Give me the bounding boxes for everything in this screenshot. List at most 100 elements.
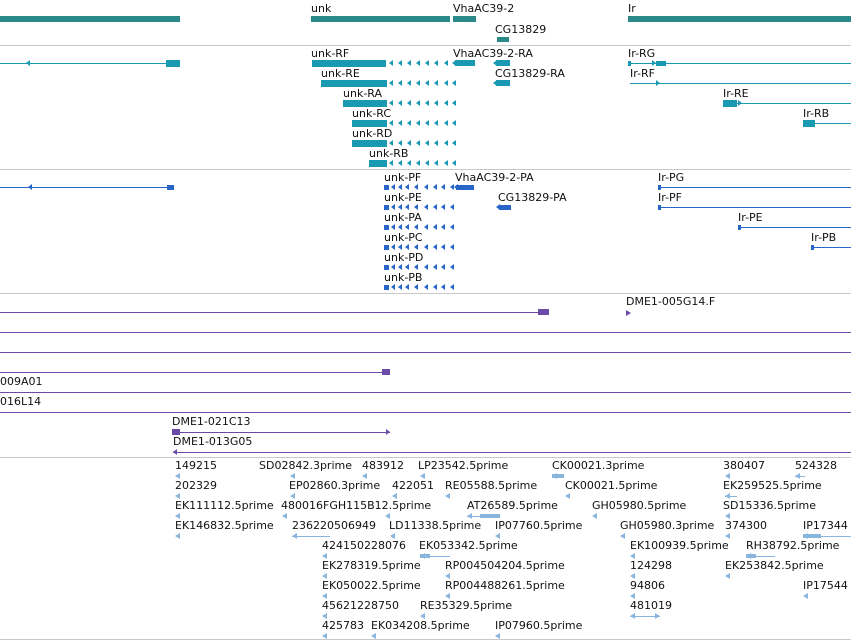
transcript-label[interactable]: Ir-RF bbox=[630, 67, 656, 80]
est-label[interactable]: 94806 bbox=[630, 579, 665, 592]
track-separator bbox=[0, 45, 851, 46]
strand-arrow bbox=[416, 120, 420, 126]
transcript-label[interactable]: Ir-RG bbox=[628, 47, 656, 60]
clone-label[interactable]: DME1-013G05 bbox=[173, 435, 253, 448]
protein-label[interactable]: VhaAC39-2-PA bbox=[455, 171, 534, 184]
strand-arrow bbox=[424, 244, 428, 250]
clone-label[interactable]: 009A01 bbox=[0, 375, 43, 388]
est-label[interactable]: EK034208.5prime bbox=[371, 619, 470, 632]
transcript-label[interactable]: unk-RD bbox=[352, 127, 393, 140]
est-label[interactable]: 483912 bbox=[362, 459, 404, 472]
transcript-label[interactable]: Ir-RE bbox=[723, 87, 749, 100]
transcript-label[interactable]: unk-RB bbox=[369, 147, 409, 160]
est-arrow bbox=[725, 533, 730, 539]
transcript-label[interactable]: unk-RE bbox=[321, 67, 360, 80]
est-label[interactable]: IP07960.5prime bbox=[495, 619, 583, 632]
protein-label[interactable]: unk-PD bbox=[384, 251, 424, 264]
est-label[interactable]: EK146832.5prime bbox=[175, 519, 274, 532]
protein-label[interactable]: unk-PC bbox=[384, 231, 423, 244]
est-label[interactable]: 236220506949 bbox=[292, 519, 376, 532]
gene-label-vhaac39-2[interactable]: VhaAC39-2 bbox=[453, 2, 515, 15]
est-label[interactable]: LD11338.5prime bbox=[389, 519, 482, 532]
clone-label[interactable]: DME1-021C13 bbox=[172, 415, 251, 428]
est-label[interactable]: EP02860.3prime bbox=[289, 479, 381, 492]
protein-label[interactable]: Ir-PB bbox=[811, 231, 837, 244]
strand-arrow bbox=[433, 264, 437, 270]
strand-arrow bbox=[391, 264, 395, 270]
est-label[interactable]: 380407 bbox=[723, 459, 765, 472]
est-label[interactable]: IP17344 bbox=[803, 519, 848, 532]
est-label[interactable]: 424150228076 bbox=[322, 539, 406, 552]
strand-arrow bbox=[441, 264, 445, 270]
gene-label-ir[interactable]: Ir bbox=[628, 2, 636, 15]
gene-label-cg13829[interactable]: CG13829 bbox=[495, 23, 547, 36]
protein-label[interactable]: Ir-PF bbox=[658, 191, 682, 204]
est-label[interactable]: GH05980.5prime bbox=[592, 499, 687, 512]
protein-label[interactable]: CG13829-PA bbox=[498, 191, 567, 204]
est-label[interactable]: 422051 bbox=[392, 479, 434, 492]
est-arrow bbox=[322, 633, 327, 639]
protein-label[interactable]: Ir-PE bbox=[738, 211, 763, 224]
strand-arrow bbox=[425, 160, 429, 166]
protein-label[interactable]: unk-PA bbox=[384, 211, 422, 224]
transcript-label[interactable]: Ir-RB bbox=[803, 107, 830, 120]
est-label[interactable]: RP004488261.5prime bbox=[445, 579, 565, 592]
est-label[interactable]: RH38792.5prime bbox=[746, 539, 840, 552]
est-label[interactable]: IP17544 bbox=[803, 579, 848, 592]
est-label[interactable]: EK278319.5prime bbox=[322, 559, 421, 572]
strand-arrow bbox=[545, 309, 549, 315]
est-label[interactable]: 524328 bbox=[795, 459, 837, 472]
transcript-label[interactable]: VhaAC39-2-RA bbox=[453, 47, 533, 60]
est-label[interactable]: AT26589.5prime bbox=[467, 499, 558, 512]
est-label[interactable]: SD15336.5prime bbox=[723, 499, 816, 512]
est-label[interactable]: EK050022.5prime bbox=[322, 579, 421, 592]
strand-arrow bbox=[416, 140, 420, 146]
protein-label[interactable]: unk-PE bbox=[384, 191, 422, 204]
est-label[interactable]: IP07760.5prime bbox=[495, 519, 583, 532]
est-label[interactable]: GH05980.3prime bbox=[620, 519, 715, 532]
transcript-label[interactable]: unk-RF bbox=[311, 47, 350, 60]
strand-arrow bbox=[391, 224, 395, 230]
protein-label[interactable]: unk-PF bbox=[384, 171, 422, 184]
est-arrow bbox=[445, 573, 450, 579]
est-label[interactable]: EK111112.5prime bbox=[175, 499, 274, 512]
protein-label[interactable]: Ir-PG bbox=[658, 171, 685, 184]
strand-arrow bbox=[389, 80, 393, 86]
strand-arrow bbox=[407, 120, 411, 126]
gene-label-unk[interactable]: unk bbox=[311, 2, 332, 15]
protein-label[interactable]: unk-PB bbox=[384, 271, 423, 284]
est-label[interactable]: 45621228750 bbox=[322, 599, 399, 612]
est-label[interactable]: RP004504204.5prime bbox=[445, 559, 565, 572]
strand-arrow bbox=[450, 244, 454, 250]
est-label[interactable]: EK053342.5prime bbox=[419, 539, 518, 552]
est-label[interactable]: RE35329.5prime bbox=[420, 599, 513, 612]
strand-arrow bbox=[405, 184, 409, 190]
transcript-label[interactable]: unk-RA bbox=[343, 87, 383, 100]
strand-arrow bbox=[414, 204, 418, 210]
est-label[interactable]: 202329 bbox=[175, 479, 217, 492]
est-label[interactable]: EK253842.5prime bbox=[725, 559, 824, 572]
est-label[interactable]: 149215 bbox=[175, 459, 217, 472]
clone-label[interactable]: 016L14 bbox=[0, 395, 42, 408]
est-label[interactable]: LP23542.5prime bbox=[418, 459, 509, 472]
transcript-label[interactable]: CG13829-RA bbox=[495, 67, 565, 80]
est-arrow bbox=[290, 473, 295, 479]
clone-label[interactable]: DME1-005G14.F bbox=[626, 295, 716, 308]
est-label[interactable]: 481019 bbox=[630, 599, 672, 612]
strand-arrow bbox=[391, 284, 395, 290]
est-label[interactable]: 124298 bbox=[630, 559, 672, 572]
transcript-label[interactable]: unk-RC bbox=[352, 107, 392, 120]
est-label[interactable]: SD02842.3prime bbox=[259, 459, 352, 472]
est-label[interactable]: EK100939.5prime bbox=[630, 539, 729, 552]
est-label[interactable]: CK00021.3prime bbox=[552, 459, 645, 472]
est-label[interactable]: 374300 bbox=[725, 519, 767, 532]
feature-exon bbox=[538, 309, 549, 315]
est-label[interactable]: EK259525.5prime bbox=[723, 479, 822, 492]
est-label[interactable]: CK00021.5prime bbox=[565, 479, 658, 492]
est-label[interactable]: 480016FGH115B12.5prime bbox=[281, 499, 432, 512]
est-label[interactable]: 425783 bbox=[322, 619, 364, 632]
strand-arrow bbox=[433, 284, 437, 290]
est-label[interactable]: RE05588.5prime bbox=[445, 479, 538, 492]
